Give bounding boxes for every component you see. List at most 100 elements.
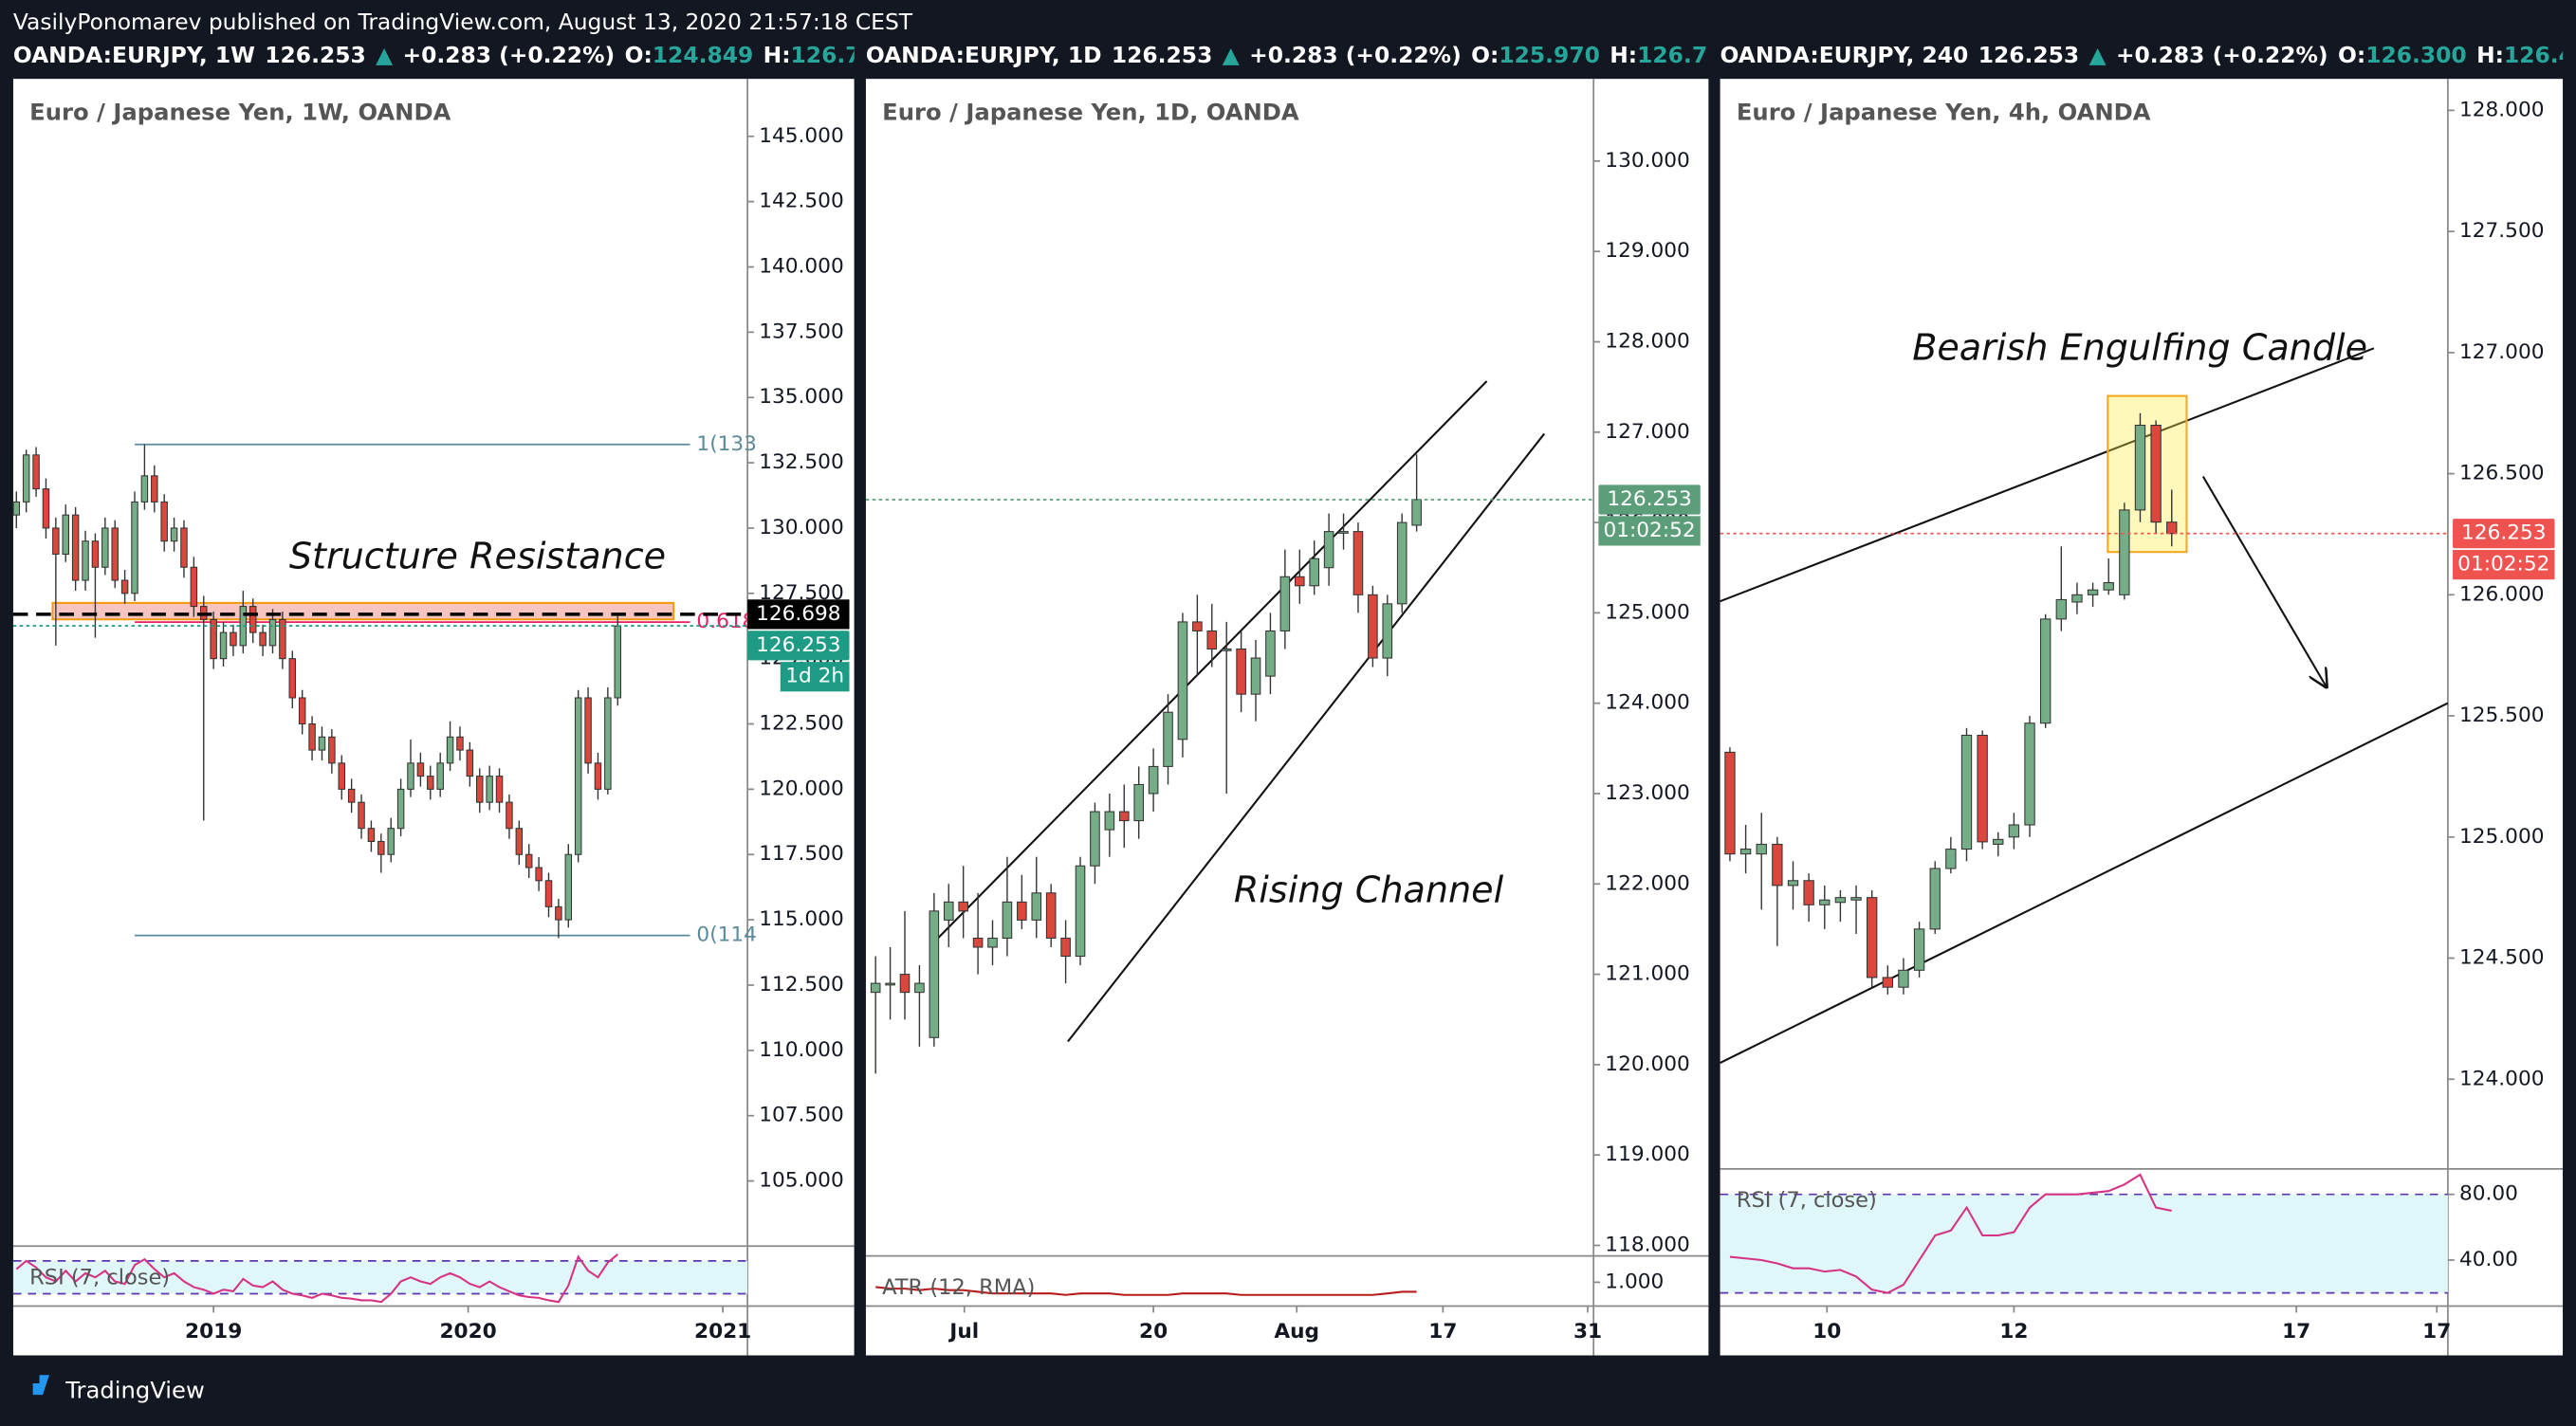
y-tick-label: 122.500 [759,712,843,736]
y-tick-label: 112.500 [759,973,843,996]
candle-body [1338,531,1349,534]
candle-body [972,937,984,948]
candle-body [524,853,533,868]
candle-body [328,736,336,764]
candle-body [1221,648,1232,651]
candle-body [2150,424,2162,523]
y-tick-label: 125.000 [2459,825,2544,849]
candle-body [308,723,316,751]
legend-h-label: H: [2476,41,2504,67]
y-tick-label: 124.500 [2459,946,2544,970]
candle-body [1850,897,1862,901]
candle-body [160,501,168,542]
candle-body [338,762,345,790]
candle-body [1309,558,1319,587]
candle-body [1133,783,1144,822]
x-tick-label: 17 [1428,1320,1457,1344]
candle-body [22,454,30,503]
last-price-label: 126.253 [2461,521,2546,545]
candle-body [52,527,60,556]
candle-body [1882,977,1893,988]
candle-body [1724,751,1736,855]
candle-body [2103,582,2114,591]
y-tick-label: 129.000 [1605,239,1689,263]
candle-body [1118,811,1130,822]
candle-body [2008,824,2020,838]
candle-body [2071,594,2083,603]
y-tick-label: 110.000 [759,1038,843,1062]
candle-body [506,801,513,830]
candle-body [1396,521,1408,605]
candle-body [190,566,198,608]
y-tick-label: 115.000 [759,907,843,931]
level-tag-label: 126.698 [756,602,840,626]
candle-body [614,625,621,699]
legend-h: 126.754 [791,41,892,67]
y-tick-label: 124.000 [2459,1067,2544,1090]
candle-body [1739,849,1752,855]
y-tick-label: 132.500 [759,450,843,474]
candle-body [180,527,188,568]
candle-body [1945,849,1957,869]
candle-body [12,501,21,516]
x-tick-label: 20 [1139,1320,1168,1344]
candle-body [279,618,286,660]
candle-body [1977,734,1988,843]
countdown-label: 1d 2h [785,665,844,688]
candle-body [870,982,881,994]
candle-body [1929,868,1941,930]
candle-body [1163,711,1173,767]
symbol-legend: OANDA:EURJPY, 1W 126.253 ▲ +0.283 (+0.22%) O… [13,41,979,67]
symbol-legend: OANDA:EURJPY, 1D 126.253 ▲ +0.283 (+0.22%) O… [866,41,1841,67]
countdown-label: 01:02:52 [2457,553,2549,576]
legend-arrow: ▲ [2089,41,2107,67]
candle-body [1002,901,1013,939]
y-tick-label: 127.500 [2459,219,2544,243]
x-tick-label: 12 [1999,1320,2028,1344]
candle-body [131,501,138,594]
candle-body [1866,897,1878,978]
y-tick-label: 140.000 [759,254,843,278]
candle-body [958,901,968,912]
legend-arrow: ▲ [376,41,393,67]
candle-body [416,762,425,777]
candle-body [2039,618,2052,724]
legend-h-label: H: [764,41,791,67]
x-tick-label: 31 [1573,1320,1602,1344]
candle-body [101,527,109,568]
last-price-label: 126.253 [756,633,840,657]
candle-body [1993,838,2004,845]
arrow [2201,475,2327,686]
y-tick-label: 125.500 [2459,704,2544,727]
legend-o-label: O: [2338,41,2365,67]
legend-h-label: H: [1610,41,1637,67]
candle-body [515,828,524,855]
last-price-label: 126.253 [1607,487,1691,511]
trend-line [1720,347,2375,603]
candle-body [476,776,484,803]
candle-body [170,527,178,542]
legend-symbol: OANDA:EURJPY, 1W [13,41,255,67]
candle-body [1236,648,1246,695]
candle-body [2166,521,2178,535]
candle-body [91,540,100,568]
candle-body [1192,621,1203,631]
candle-body [1898,969,1909,988]
candle-body [2024,722,2035,826]
candle-body [1090,811,1100,867]
x-tick-label: 17 [2422,1320,2451,1344]
y-tick-label: 137.500 [759,320,843,343]
candle-body [387,828,395,855]
candle-body [486,776,493,803]
y-tick-label: 135.000 [759,385,843,409]
annotation: Rising Channel [1234,868,1504,910]
candle-body [377,840,385,855]
annotation: Bearish Engulfing Candle [1912,327,2367,369]
candle-body [1323,531,1334,569]
candle-body [943,901,954,921]
candle-body [914,982,925,994]
candle-body [1075,865,1086,958]
y-tick-label: 128.000 [2459,98,2544,121]
candle-body [564,853,573,921]
legend-last: 126.253 [1112,41,1212,67]
